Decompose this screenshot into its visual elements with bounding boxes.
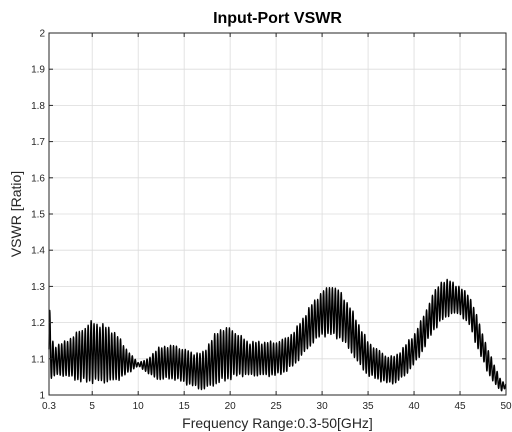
x-tick-label: 25 xyxy=(271,401,283,412)
tick-marks xyxy=(48,32,507,396)
y-tick-label: 1.1 xyxy=(31,354,45,365)
y-axis-label: VSWR [Ratio] xyxy=(8,171,24,257)
x-axis-label: Frequency Range:0.3-50[GHz] xyxy=(182,415,373,431)
x-tick-label: 40 xyxy=(408,401,420,412)
x-tick-label: 10 xyxy=(133,401,145,412)
chart-title: Input-Port VSWR xyxy=(213,10,342,27)
x-tick-label: 30 xyxy=(317,401,329,412)
x-tick-label: 15 xyxy=(179,401,191,412)
y-tick-label: 1.9 xyxy=(31,65,45,76)
y-tick-label: 1.8 xyxy=(31,101,45,112)
y-tick-labels: 1 1.1 1.2 1.3 1.4 1.5 1.6 1.7 1.8 1.9 2 xyxy=(31,29,45,402)
y-tick-label: 1.4 xyxy=(31,246,45,257)
y-tick-label: 1.6 xyxy=(31,173,45,184)
y-tick-label: 1 xyxy=(39,391,45,402)
x-tick-label: 35 xyxy=(363,401,375,412)
y-tick-label: 2 xyxy=(39,29,45,40)
x-tick-label: 50 xyxy=(500,401,512,412)
x-tick-label: 20 xyxy=(225,401,237,412)
y-tick-label: 1.3 xyxy=(31,282,45,293)
x-tick-label: 5 xyxy=(89,401,95,412)
series-layer xyxy=(48,278,507,392)
y-tick-label: 1.2 xyxy=(31,318,45,329)
x-tick-label: 45 xyxy=(454,401,466,412)
x-tick-label: 0.3 xyxy=(42,401,56,412)
y-tick-label: 1.5 xyxy=(31,210,45,221)
x-tick-labels: 0.3 5 10 15 20 25 30 35 40 45 50 xyxy=(42,401,512,412)
y-tick-label: 1.7 xyxy=(31,137,45,148)
vswr-series-line xyxy=(48,278,507,392)
